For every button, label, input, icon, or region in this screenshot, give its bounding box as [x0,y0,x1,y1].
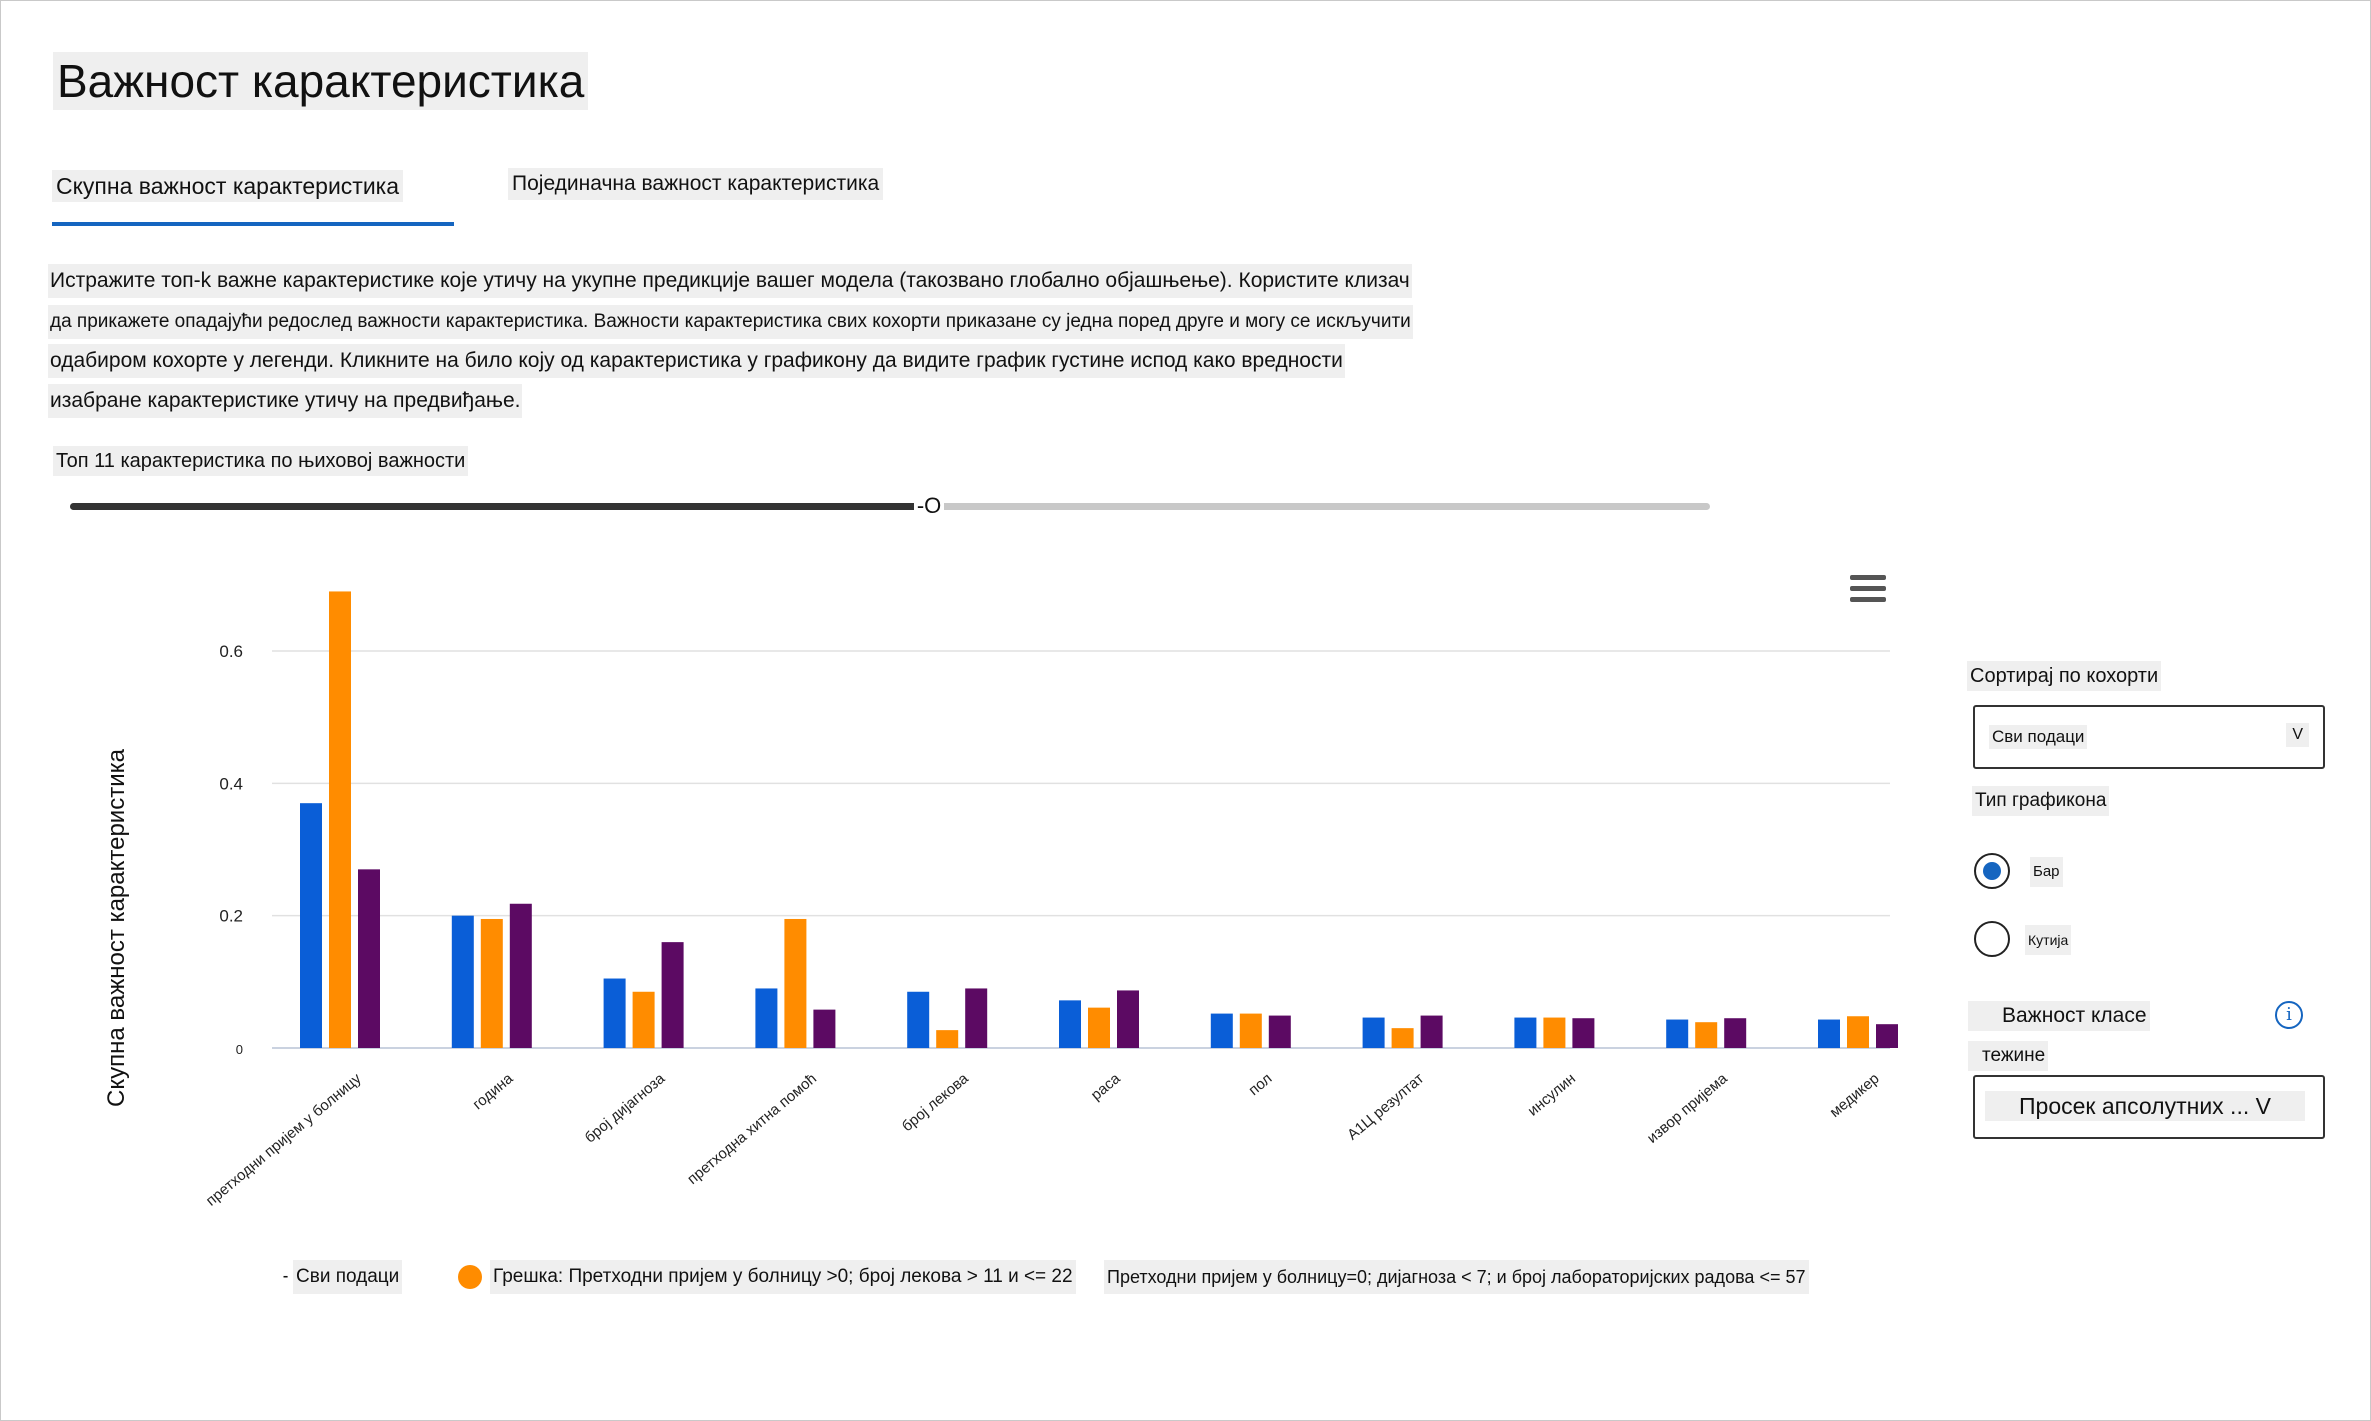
x-tick-label: претходни пријем у болницу [203,1070,365,1210]
x-tick-label: година [469,1070,516,1114]
description-line-1: Истражите топ-k важне карактеристике кој… [48,264,1412,298]
bar [1088,1007,1110,1048]
legend-dot-icon [458,1265,482,1289]
top-k-slider[interactable]: -O [70,491,1710,521]
slider-thumb[interactable]: -O [914,491,945,521]
weights-value: Просек апсолутних ... V [1985,1091,2305,1121]
bar [1695,1022,1718,1048]
y-tick-label: 0.4 [219,774,243,793]
bar [965,988,988,1048]
bar [784,918,807,1048]
bar [329,591,351,1048]
bar [755,988,778,1048]
class-importance-label: Важност класе [1968,1001,2150,1031]
radio-selected-dot [1983,862,2001,880]
bar [1362,1017,1385,1048]
sort-by-cohort-dropdown[interactable]: Сви подаци V [1973,705,2325,769]
bar [661,942,684,1048]
chevron-down-icon: V [2286,723,2309,747]
description-line-4: изабране карактеристике утичу на предвиђ… [48,384,523,418]
radio-bar[interactable] [1974,853,2010,889]
legend-label-error-cohort: Грешка: Претходни пријем у болницу >0; б… [490,1260,1076,1294]
x-tick-label: број дијагноза [582,1070,669,1147]
bar [1847,1016,1869,1048]
bar [1268,1015,1291,1048]
tab-individual-importance[interactable]: Појединачна важност карактеристика [508,168,884,200]
slider-fill [70,503,930,510]
bar [1059,1000,1081,1048]
x-tick-label: извор пријема [1644,1070,1731,1147]
page-title: Важност карактеристика [53,52,589,110]
x-tick-label: пол [1245,1070,1275,1099]
legend-item-all-data[interactable]: ⁃ Сви подаци [282,1260,403,1294]
y-tick-label: 0.6 [219,642,243,661]
bar [1391,1028,1414,1048]
radio-bar-label: Бар [2030,857,2063,887]
sort-by-cohort-value: Сви подаци [1989,725,2088,749]
weights-label: тежине [1968,1041,2049,1071]
bar [1543,1017,1566,1048]
radio-box-label: Кутија [2025,925,2072,955]
bar [1117,990,1139,1048]
bar [480,918,503,1048]
description-line-2: да прикажете опадајући редослед важности… [48,305,1413,339]
info-icon[interactable]: i [2275,1001,2303,1029]
x-tick-label: претходна хитна помоћ [684,1070,820,1188]
bar [1420,1015,1443,1048]
bar [358,869,380,1048]
bar [1666,1019,1689,1048]
legend-label-third-cohort: Претходни пријем у болницу=0; дијагноза … [1104,1260,1809,1294]
x-tick-label: А1Ц резултат [1344,1070,1427,1144]
bar [1876,1024,1898,1048]
y-tick-label: 0 [236,1042,243,1057]
active-tab-indicator [52,222,454,226]
radio-box[interactable] [1974,921,2010,957]
bar [936,1030,959,1048]
bar [509,903,532,1048]
bar [1572,1018,1595,1048]
y-tick-label: 0.2 [219,907,243,926]
bar [1724,1018,1747,1048]
bar [451,915,474,1048]
y-axis-label: Скупна важност карактеристика [103,748,130,1107]
bar [1514,1017,1537,1048]
bar [300,803,322,1048]
bar [1210,1013,1233,1048]
x-tick-label: инсулин [1525,1070,1579,1120]
x-tick-label: број лекова [899,1070,973,1136]
bar [1818,1019,1840,1048]
legend-item-error-cohort[interactable]: Грешка: Претходни пријем у болницу >0; б… [458,1260,1076,1294]
chart-type-label: Тип графикона [1972,786,2110,816]
tab-aggregate-importance[interactable]: Скупна важност карактеристика [52,170,404,202]
sort-by-cohort-label: Сортирај по кохорти [1967,661,2162,691]
chart-menu-icon[interactable] [1850,575,1886,605]
description-line-3: одабиром кохорте у легенди. Кликните на … [48,344,1345,378]
legend-label-all-data: Сви подаци [293,1260,403,1294]
legend-item-third-cohort[interactable]: Претходни пријем у болницу=0; дијагноза … [1104,1260,1809,1294]
bar [813,1009,836,1048]
x-tick-label: медикер [1827,1070,1883,1121]
bar [1239,1013,1262,1048]
x-tick-label: раса [1088,1070,1124,1104]
slider-label: Топ 11 карактеристика по њиховој важност… [53,446,469,476]
bar [603,978,626,1048]
feature-importance-chart: 0 0.2 0.4 0.6 Скупна важност карактеристика п… [103,591,1898,1210]
bar [632,991,655,1048]
bar [907,991,930,1048]
weights-dropdown[interactable]: Просек апсолутних ... V [1973,1075,2325,1139]
